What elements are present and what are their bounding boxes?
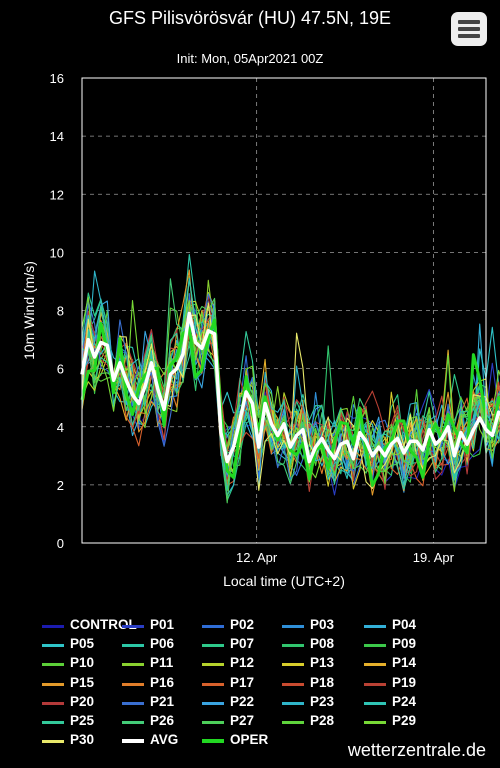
legend-swatch xyxy=(42,625,64,628)
legend-label: OPER xyxy=(230,732,269,748)
legend-swatch xyxy=(364,682,386,686)
y-tick-label: 14 xyxy=(50,129,64,144)
legend-label: P03 xyxy=(310,617,335,632)
legend-swatch xyxy=(364,701,386,705)
legend-label: P16 xyxy=(150,674,175,690)
legend-swatch xyxy=(202,644,224,648)
grid-layer xyxy=(82,77,486,544)
legend-label: P26 xyxy=(150,713,175,728)
legend-label: P04 xyxy=(392,617,417,632)
legend-swatch xyxy=(282,721,304,724)
y-tick-label: 12 xyxy=(50,187,64,202)
legend-swatch xyxy=(42,740,64,744)
legend-label: P06 xyxy=(150,636,175,652)
legend-swatch xyxy=(282,663,304,667)
legend-label: P15 xyxy=(70,674,95,690)
legend-label: P24 xyxy=(392,693,417,709)
legend-label: P09 xyxy=(392,636,417,652)
series-line-p13 xyxy=(81,303,500,490)
legend-label: P01 xyxy=(150,617,175,632)
legend-label: AVG xyxy=(150,732,179,748)
y-axis-label: 10m Wind (m/s) xyxy=(21,261,37,360)
x-tick-label: 12. Apr xyxy=(236,550,278,565)
legend-label: P17 xyxy=(230,674,255,690)
legend-label: P29 xyxy=(392,713,417,728)
legend-label: P07 xyxy=(230,636,255,652)
legend-swatch xyxy=(364,721,386,724)
legend-label: P18 xyxy=(310,674,335,690)
legend-swatch xyxy=(122,663,144,667)
plot-frame xyxy=(81,77,487,544)
legend-label: P20 xyxy=(70,693,95,709)
x-axis-label: Local time (UTC+2) xyxy=(223,573,345,589)
legend-label: P21 xyxy=(150,693,175,709)
legend-swatch xyxy=(42,701,64,705)
legend-swatch xyxy=(282,701,304,705)
legend-swatch xyxy=(122,682,144,686)
hamburger-menu-icon-bar-top xyxy=(458,20,480,24)
legend-label: P05 xyxy=(70,636,95,652)
legend-label: P14 xyxy=(392,655,417,671)
series-line-p25 xyxy=(81,313,500,491)
legend-swatch xyxy=(122,721,144,724)
legend-label: P10 xyxy=(70,655,95,671)
legend-swatch xyxy=(42,721,64,724)
hamburger-menu-icon-bar-middle xyxy=(458,27,480,31)
y-tick-label: 0 xyxy=(57,536,64,551)
legend-swatch xyxy=(202,625,224,628)
hamburger-menu-icon-bar-bottom xyxy=(458,34,480,38)
legend-swatch xyxy=(364,625,386,628)
legend-swatch xyxy=(282,644,304,648)
legend-label: P02 xyxy=(230,617,255,632)
y-tick-label: 8 xyxy=(57,304,64,319)
x-tick-label: 19. Apr xyxy=(413,550,455,565)
legend-label: P13 xyxy=(310,655,335,671)
legend-swatch xyxy=(202,682,224,686)
y-tick-label: 10 xyxy=(50,245,64,260)
legend-swatch xyxy=(122,644,144,648)
legend-label: P30 xyxy=(70,732,95,748)
legend-label: P28 xyxy=(310,713,335,728)
series-line-p24 xyxy=(81,277,500,486)
legend-label: P22 xyxy=(230,693,255,709)
axis-layer: 0 2 4 6 8 10 12 14 16 12. Apr 19. Apr Local time (U… xyxy=(21,71,487,589)
menu-button[interactable] xyxy=(451,12,487,46)
legend-swatch xyxy=(42,682,64,686)
series-layer xyxy=(80,253,500,504)
legend-swatch xyxy=(364,644,386,648)
legend-label: CONTROL xyxy=(70,617,137,632)
series-line-p29 xyxy=(81,296,500,479)
legend-swatch xyxy=(202,739,224,744)
legend-label: P25 xyxy=(70,713,95,728)
credit-text: wetterzentrale.de xyxy=(347,740,486,760)
legend-swatch xyxy=(282,625,304,628)
series-line-avg xyxy=(80,311,500,464)
legend-label: P12 xyxy=(230,655,255,671)
legend-label: P19 xyxy=(392,674,417,690)
series-line-p30 xyxy=(81,302,500,491)
series-line-p07 xyxy=(81,292,500,501)
legend-swatch xyxy=(42,644,64,648)
legend-label: P11 xyxy=(150,655,174,671)
y-tick-label: 6 xyxy=(57,362,64,377)
legend-swatch xyxy=(202,721,224,724)
legend-swatch xyxy=(364,663,386,667)
y-tick-label: 16 xyxy=(50,71,64,86)
legend-swatch xyxy=(282,682,304,686)
legend-label: P27 xyxy=(230,713,255,728)
y-tick-label: 4 xyxy=(57,420,64,435)
legend-swatch xyxy=(42,663,64,667)
legend-label: P08 xyxy=(310,636,335,652)
legend-swatch xyxy=(122,625,144,628)
chart-title: GFS Pilisvörösvár (HU) 47.5N, 19E xyxy=(108,8,392,28)
legend-label: P23 xyxy=(310,693,335,709)
legend-swatch xyxy=(202,701,224,705)
legend-swatch xyxy=(202,663,224,667)
y-tick-label: 2 xyxy=(57,478,64,493)
legend-swatch xyxy=(122,739,144,744)
chart-subtitle: Init: Mon, 05Apr2021 00Z xyxy=(176,51,324,66)
legend-swatch xyxy=(122,701,144,705)
